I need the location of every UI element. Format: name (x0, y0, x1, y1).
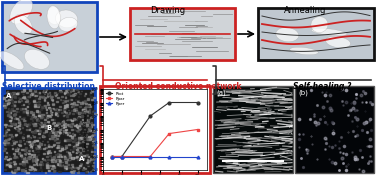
Ellipse shape (10, 0, 33, 24)
Pper (195, 155, 200, 158)
Ellipse shape (276, 27, 299, 42)
Ellipse shape (311, 17, 328, 33)
Ellipse shape (47, 7, 61, 24)
Ellipse shape (326, 36, 350, 48)
Ptot (148, 115, 153, 117)
Text: Drawing: Drawing (150, 6, 186, 15)
Ellipse shape (14, 14, 32, 34)
Text: Oriented conductive network: Oriented conductive network (115, 82, 241, 91)
Text: Selective distribution: Selective distribution (2, 82, 94, 91)
Line: Ppar: Ppar (111, 128, 199, 158)
Pper (110, 155, 115, 158)
Pper (148, 155, 153, 158)
Ppar (195, 128, 200, 131)
Ppar (110, 155, 115, 158)
Ellipse shape (311, 28, 347, 36)
FancyBboxPatch shape (258, 8, 374, 60)
Ppar (148, 155, 153, 158)
Y-axis label: Resistivity (Ohm.m): Resistivity (Ohm.m) (85, 109, 88, 150)
Text: A: A (79, 156, 84, 162)
Text: (a): (a) (216, 90, 226, 96)
Text: Self-healing ?: Self-healing ? (293, 82, 351, 91)
Text: B: B (46, 125, 51, 131)
Ellipse shape (24, 49, 49, 69)
Text: Annealing: Annealing (284, 6, 326, 15)
Ptot (110, 155, 115, 158)
Pper (120, 155, 124, 158)
FancyBboxPatch shape (2, 2, 97, 72)
Ptot (120, 155, 124, 158)
Ellipse shape (47, 6, 61, 29)
FancyBboxPatch shape (2, 88, 95, 173)
Text: (b): (b) (298, 90, 308, 96)
Ppar (120, 155, 124, 158)
Ppar (167, 132, 171, 135)
FancyBboxPatch shape (213, 86, 293, 173)
Ellipse shape (290, 47, 318, 55)
Ptot (195, 102, 200, 104)
Ptot (167, 102, 171, 104)
Ellipse shape (55, 10, 77, 28)
Ellipse shape (0, 51, 24, 69)
Text: A: A (6, 93, 11, 99)
FancyBboxPatch shape (100, 86, 210, 173)
Legend: Ptot, Ppar, Pper: Ptot, Ppar, Pper (105, 91, 126, 106)
Ellipse shape (59, 17, 77, 31)
FancyBboxPatch shape (130, 8, 235, 60)
Pper (167, 155, 171, 158)
Line: Ptot: Ptot (111, 101, 199, 158)
Line: Pper: Pper (111, 155, 199, 158)
FancyBboxPatch shape (295, 86, 374, 173)
